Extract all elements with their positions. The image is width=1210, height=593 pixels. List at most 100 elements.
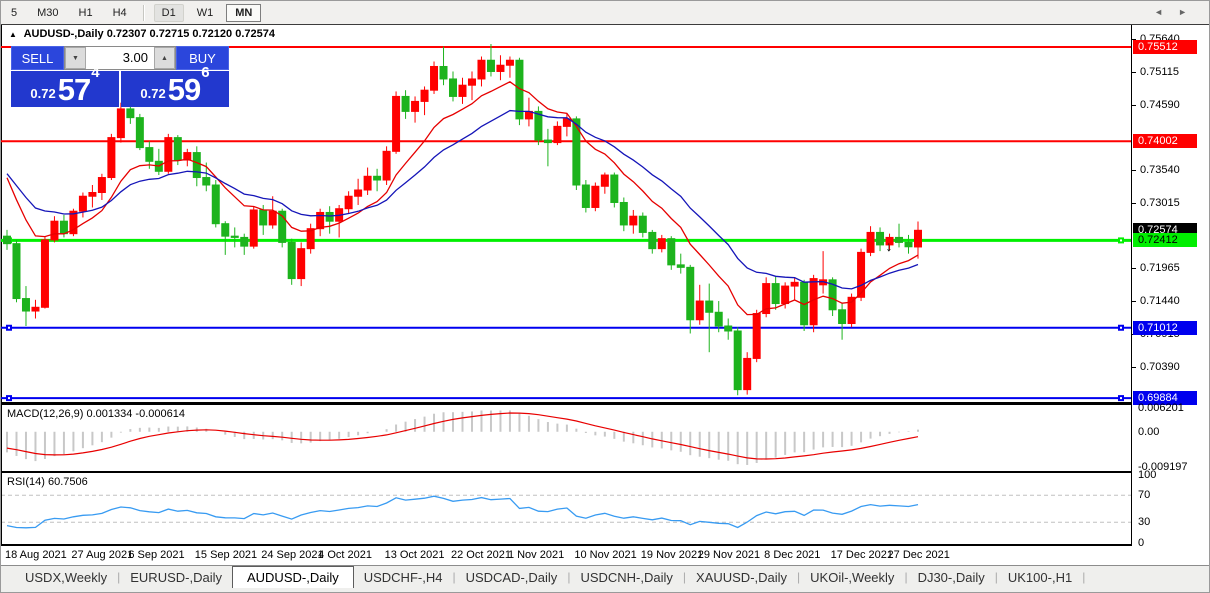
axis-tick-mark xyxy=(1132,366,1136,368)
volume-decrease-icon[interactable]: ▼ xyxy=(65,47,86,69)
toolbar-separator xyxy=(142,4,145,21)
candle-27-Aug xyxy=(69,210,78,235)
candle-11-Oct xyxy=(363,175,372,191)
candle-4-Nov xyxy=(534,110,543,141)
date-label: 24 Sep 2021 xyxy=(261,549,324,561)
tab-separator: | xyxy=(567,570,571,584)
candle-25-Oct xyxy=(458,84,467,97)
timeframe-button-h4[interactable]: H4 xyxy=(112,6,127,19)
candle-22-Sep xyxy=(240,236,249,247)
arrow-annotation[interactable]: ↓ xyxy=(886,238,893,254)
moving-average-20 xyxy=(6,109,919,290)
panel-divider[interactable] xyxy=(1,471,1209,473)
tab-scroll-left-icon[interactable]: ◄ xyxy=(1154,7,1163,17)
candle-7-Oct xyxy=(344,195,353,210)
candle-24-Dec xyxy=(876,231,885,246)
timeframe-button-w1[interactable]: W1 xyxy=(196,6,214,19)
buy-button[interactable]: BUY xyxy=(176,46,229,70)
volume-input[interactable]: 3.00 xyxy=(122,50,148,65)
candle-20-Oct xyxy=(430,65,439,91)
candle-3-Sep xyxy=(116,108,125,139)
timeframe-button-h1[interactable]: H1 xyxy=(78,6,93,19)
chart-ohlc-title: ▲ AUDUSD-,Daily 0.72307 0.72715 0.72120 … xyxy=(9,28,275,40)
candle-2-Dec xyxy=(724,325,733,332)
candle-20-Dec xyxy=(838,309,847,325)
date-label: 27 Aug 2021 xyxy=(71,549,134,561)
candle-26-Aug xyxy=(59,220,68,235)
date-label: 18 Aug 2021 xyxy=(5,549,67,561)
timeframe-button-5[interactable]: 5 xyxy=(11,6,18,19)
candle-1-Sep xyxy=(97,177,106,193)
bid-pip-digit: 4 xyxy=(91,64,100,81)
timeframe-button-mn[interactable]: MN xyxy=(226,3,262,22)
tab-eurusddaily[interactable]: EURUSD-,Daily xyxy=(130,570,222,585)
candle-30-Sep xyxy=(297,248,306,280)
candle-4-Oct xyxy=(316,211,325,230)
moving-average-10 xyxy=(6,81,919,316)
sell-button[interactable]: SELL xyxy=(11,46,64,70)
volume-increase-icon[interactable]: ▲ xyxy=(154,47,175,69)
rsi-panel-canvas[interactable] xyxy=(1,473,1131,544)
chart-tab-bar: USDX,Weekly | EURUSD-,Daily AUDUSD-,Daily US… xyxy=(1,566,1209,592)
bid-price[interactable]: 0.72 57 4 xyxy=(11,64,119,107)
timeframe-button-d1[interactable]: D1 xyxy=(153,3,184,22)
candle-17-Dec xyxy=(828,279,837,311)
candle-1-Dec xyxy=(714,311,723,327)
collapse-panel-icon[interactable]: ▲ xyxy=(9,30,17,39)
tab-usdxweekly[interactable]: USDX,Weekly xyxy=(25,570,108,585)
tab-ukoilweekly[interactable]: UKOil-,Weekly xyxy=(810,570,895,585)
tab-separator: | xyxy=(904,570,908,584)
price-badge-0.71012: 0.71012 xyxy=(1133,320,1197,335)
price-axis[interactable]: 0.756400.751150.745900.735400.730150.719… xyxy=(1131,25,1209,549)
candle-16-Nov xyxy=(610,174,619,203)
candle-1-Oct xyxy=(306,228,315,250)
price-tick-label: 0.71965 xyxy=(1140,262,1180,275)
rsi-axis-label: 30 xyxy=(1138,516,1151,529)
candle-24-Aug xyxy=(40,239,49,308)
price-badge-0.75512: 0.75512 xyxy=(1133,40,1197,55)
price-tick-label: 0.70390 xyxy=(1140,360,1180,373)
candle-29-Dec xyxy=(904,241,913,248)
candle-7-Sep xyxy=(135,117,144,149)
tab-xauusddaily[interactable]: XAUUSD-,Daily xyxy=(696,570,788,585)
tab-separator: | xyxy=(452,570,456,584)
candle-1-Nov xyxy=(505,59,514,66)
candle-26-Nov xyxy=(686,266,695,321)
date-label: 29 Nov 2021 xyxy=(697,549,761,561)
candle-15-Oct xyxy=(401,95,410,112)
panel-divider[interactable] xyxy=(1,402,1209,405)
tab-usdcaddaily[interactable]: USDCAD-,Daily xyxy=(465,570,558,585)
tab-scroll-right-icon[interactable]: ► xyxy=(1178,7,1187,17)
date-axis[interactable]: 18 Aug 2021 27 Aug 2021 6 Sep 2021 15 Sep 2… xyxy=(1,546,1209,565)
tab-uk100h1[interactable]: UK100-,H1 xyxy=(1007,570,1073,585)
date-label: 22 Oct 2021 xyxy=(451,549,511,561)
tab-audusddaily[interactable]: AUDUSD-,Daily xyxy=(231,566,354,588)
price-badge-0.69884: 0.69884 xyxy=(1133,391,1197,406)
axis-tick-mark xyxy=(1132,71,1136,73)
tab-usdchfh4[interactable]: USDCHF-,H4 xyxy=(363,570,443,585)
candle-29-Sep xyxy=(287,241,296,280)
price-tick-label: 0.73540 xyxy=(1140,164,1180,177)
candle-21-Oct xyxy=(439,65,448,80)
ohlc-low: 0.72120 xyxy=(192,28,233,40)
tab-dj30daily[interactable]: DJ30-,Daily xyxy=(917,570,985,585)
candle-22-Oct xyxy=(449,78,458,97)
candle-15-Sep xyxy=(192,152,201,179)
macd-panel-canvas[interactable] xyxy=(1,405,1131,471)
candle-29-Nov xyxy=(695,300,704,321)
candle-20-Aug xyxy=(21,298,30,312)
candle-8-Dec xyxy=(762,283,771,315)
timeframe-button-m30[interactable]: M30 xyxy=(37,6,59,19)
date-label: 1 Nov 2021 xyxy=(507,549,565,561)
ohlc-open: 0.72307 xyxy=(106,28,147,40)
candle-31-Aug xyxy=(88,191,97,197)
candle-27-Dec xyxy=(885,236,894,246)
tab-usdcnhdaily[interactable]: USDCNH-,Daily xyxy=(580,570,673,585)
axis-tick-mark xyxy=(1132,170,1136,172)
ask-price[interactable]: 0.72 59 6 xyxy=(121,64,229,107)
candle-10-Sep xyxy=(164,137,173,172)
ask-pip-digit: 6 xyxy=(201,64,210,81)
date-label: 15 Sep 2021 xyxy=(194,549,258,561)
candle-22-Dec xyxy=(857,251,866,298)
candle-13-Dec xyxy=(790,281,799,287)
